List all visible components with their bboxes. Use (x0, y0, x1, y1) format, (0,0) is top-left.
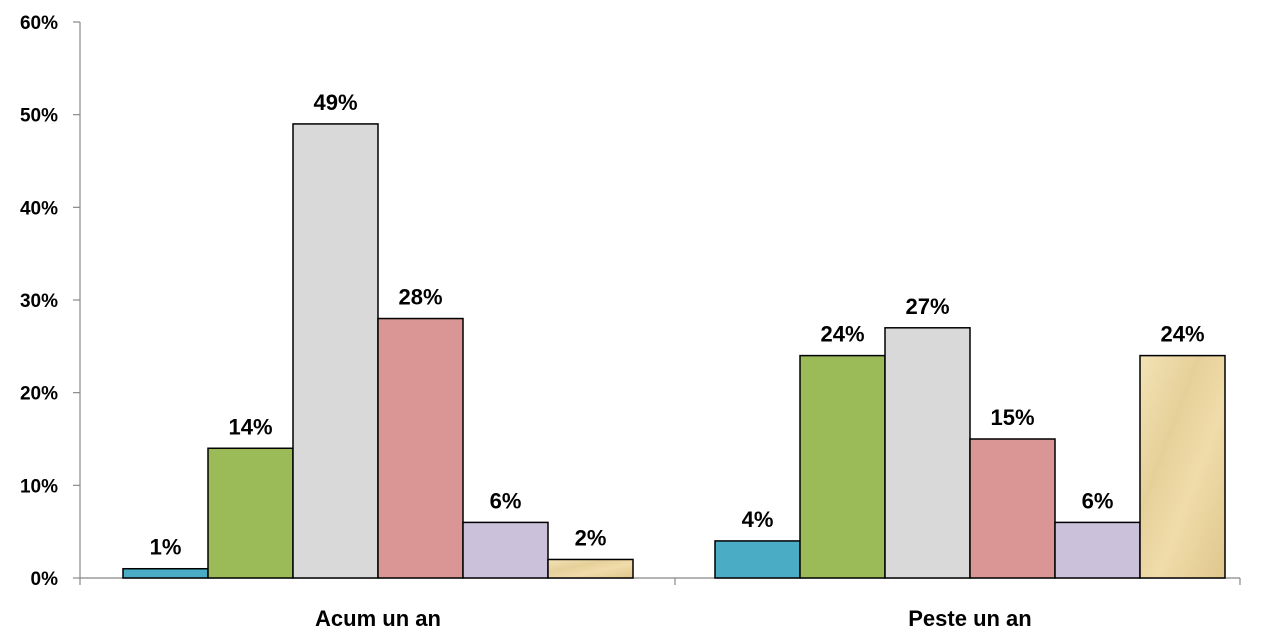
data-label: 24% (1160, 322, 1204, 347)
y-tick-label: 10% (20, 476, 58, 497)
data-label: 6% (1082, 488, 1114, 513)
data-label: 15% (990, 405, 1034, 430)
bar (1054, 521, 1141, 579)
bar (207, 447, 294, 579)
bar (1139, 354, 1226, 579)
category-label: Peste un an (908, 606, 1031, 631)
bar (462, 521, 549, 579)
y-tick-label: 50% (20, 106, 58, 127)
category-label: Acum un an (315, 606, 441, 631)
data-label: 24% (820, 322, 864, 347)
data-label: 1% (150, 535, 182, 560)
y-tick-label: 40% (20, 198, 58, 219)
bar (122, 567, 209, 579)
bar (714, 540, 801, 579)
y-tick-label: 20% (20, 384, 58, 405)
data-label: 2% (575, 525, 607, 550)
data-label: 4% (742, 507, 774, 532)
data-label: 28% (398, 285, 442, 310)
data-label: 27% (905, 294, 949, 319)
data-label: 49% (313, 90, 357, 115)
bar (884, 327, 971, 579)
bar (547, 558, 634, 579)
y-tick-label: 60% (20, 13, 58, 34)
data-label: 14% (228, 414, 272, 439)
bar (377, 317, 464, 579)
bar (292, 123, 379, 579)
data-label: 6% (490, 488, 522, 513)
bar (969, 438, 1056, 579)
y-tick-label: 0% (31, 569, 59, 590)
bar (799, 354, 886, 579)
y-tick-label: 30% (20, 291, 58, 312)
